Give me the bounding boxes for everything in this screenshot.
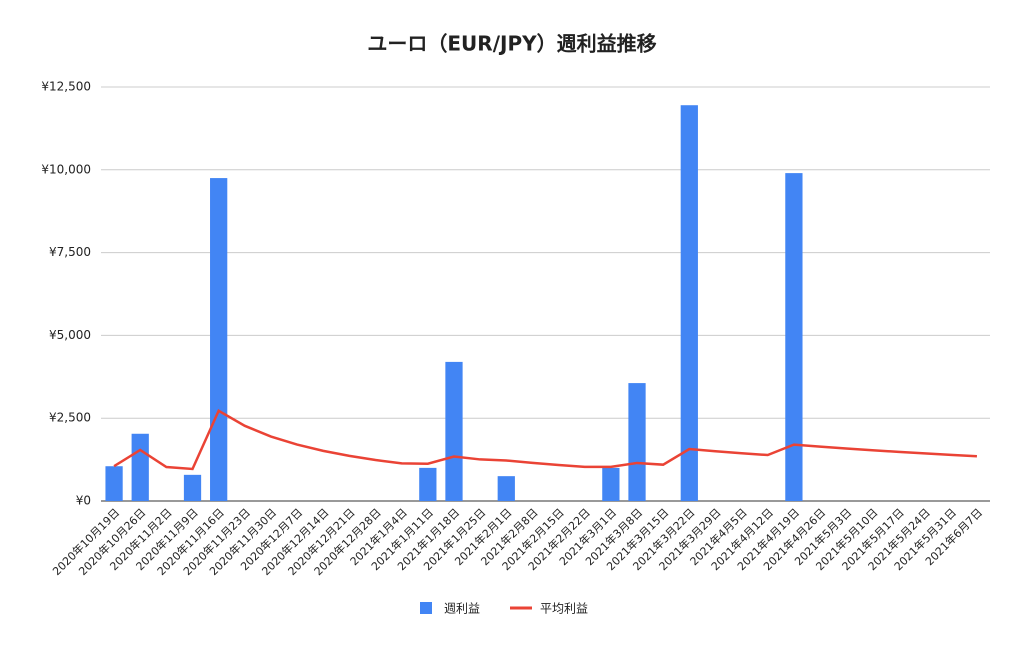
y-tick-label: ¥7,500 [49,245,91,259]
bar [210,178,228,501]
chart-title: ユーロ（EUR/JPY）週利益推移 [367,32,656,56]
y-tick-label: ¥0 [76,494,91,508]
bar [131,433,149,501]
bar [785,173,803,501]
bar [497,476,515,501]
line [113,409,977,471]
bar [445,361,463,501]
y-tick-label: ¥2,500 [49,411,91,425]
y-tick-label: ¥12,500 [41,80,91,94]
bar [183,474,202,501]
bar [105,466,123,501]
bar [680,105,698,501]
legend-label: 平均利益 [540,602,588,616]
bar [419,467,437,501]
bar [602,467,620,501]
y-tick-label: ¥10,000 [41,162,91,176]
legend-swatch [420,602,432,614]
legend-label: 週利益 [444,602,480,616]
y-tick-label: ¥5,000 [49,328,91,342]
bar [628,383,646,501]
